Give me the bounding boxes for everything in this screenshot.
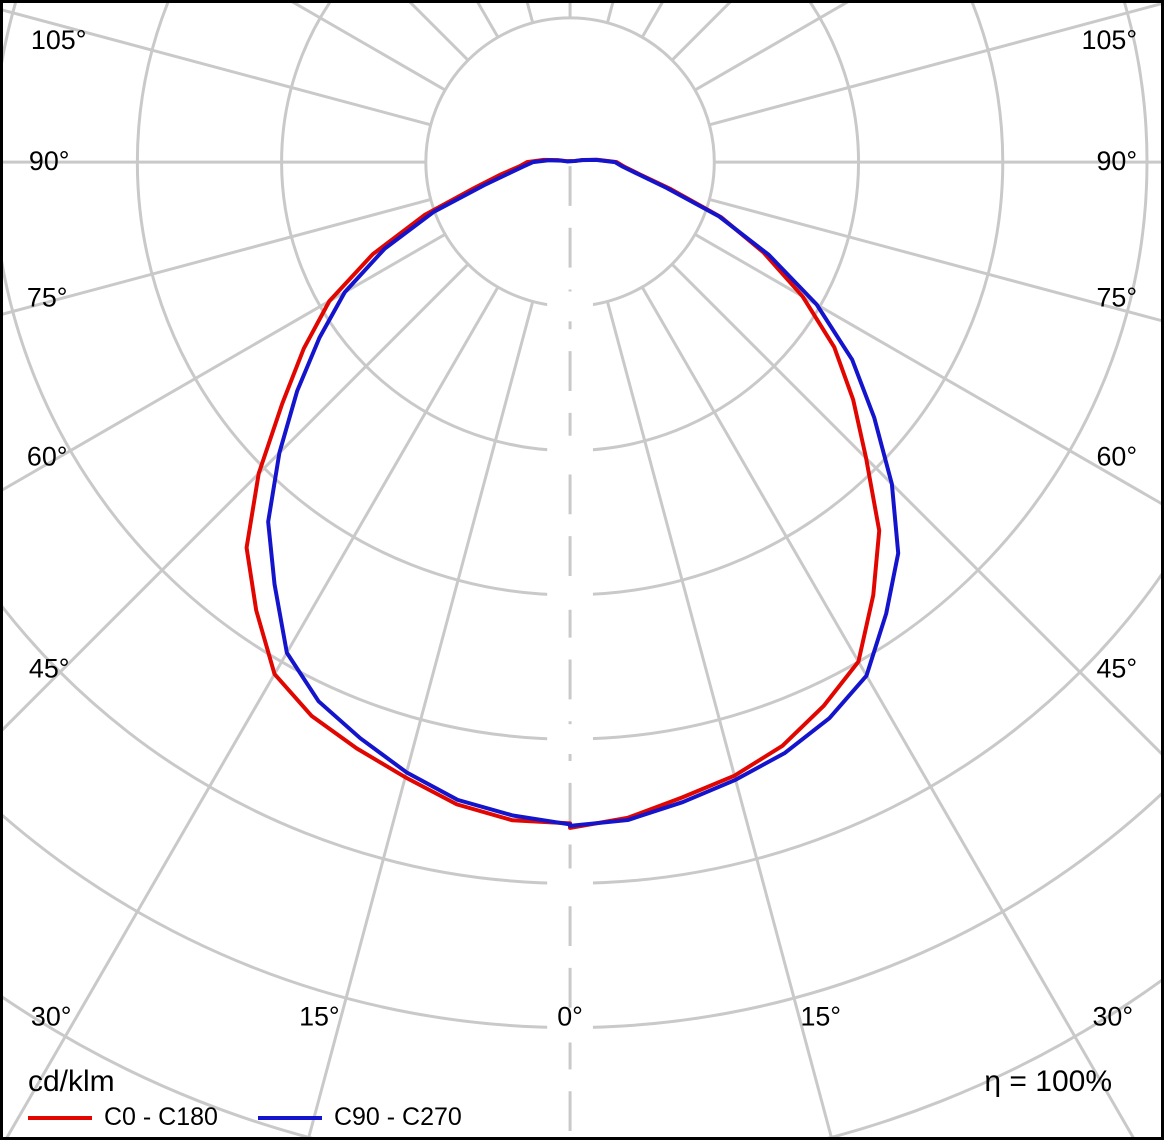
grid-radial-line bbox=[640, 286, 1135, 1137]
legend: C0 - C180 C90 - C270 bbox=[28, 1103, 476, 1137]
legend-item-c90-c270: C90 - C270 bbox=[257, 1103, 476, 1137]
axis-angle-label: 75° bbox=[1096, 282, 1137, 312]
axis-angle-label: 45° bbox=[29, 653, 70, 683]
polar-chart: 105° 90° 75° 60° 45° 30° 15° 0° 15° 30° 45° 60° 75° 9… bbox=[3, 3, 1161, 1137]
axis-angle-label: 30° bbox=[1092, 1002, 1133, 1032]
grid-ring bbox=[3, 3, 1149, 741]
grid-radial-line bbox=[3, 198, 432, 316]
legend-label-c90-c270: C90 - C270 bbox=[333, 1103, 462, 1131]
ring-label-gap bbox=[547, 724, 593, 755]
axis-angle-label: 90° bbox=[29, 146, 70, 176]
axis-angle-label: 30° bbox=[31, 1002, 72, 1032]
legend-swatch-blue-line bbox=[257, 1115, 322, 1120]
grid-radial-line bbox=[605, 301, 833, 1137]
grid-radial-line bbox=[670, 263, 1161, 756]
axis-angle-label: 60° bbox=[27, 442, 68, 472]
axis-angle-label: 105° bbox=[1082, 25, 1138, 55]
axis-angle-label: 15° bbox=[299, 1002, 340, 1032]
curve-c90-c270 bbox=[266, 157, 901, 828]
axis-angle-label: 45° bbox=[1096, 653, 1137, 683]
units-label: cd/klm bbox=[28, 1065, 115, 1098]
grid-radial-line bbox=[5, 286, 500, 1137]
axis-angle-label: 15° bbox=[800, 1002, 841, 1032]
grid-radial-line bbox=[3, 8, 432, 127]
ring-label-gap bbox=[547, 1012, 593, 1043]
legend-item-c0-c180: C0 - C180 bbox=[28, 1103, 232, 1137]
ring-label-gap bbox=[547, 868, 593, 899]
grid-radial-line bbox=[694, 232, 1161, 506]
axis-angle-label: 90° bbox=[1096, 146, 1137, 176]
grid-ring bbox=[3, 978, 1161, 1137]
grid-radial-line bbox=[708, 3, 1161, 127]
ring-label-gap bbox=[547, 291, 593, 322]
efficiency-label: η = 100% bbox=[984, 1065, 1112, 1098]
grid-radial-line bbox=[3, 263, 470, 732]
legend-swatch-red-line bbox=[28, 1115, 92, 1120]
grid-radial-line bbox=[3, 232, 446, 492]
legend-label-c0-c180: C0 - C180 bbox=[104, 1103, 218, 1131]
ring-label-gap bbox=[547, 435, 593, 466]
grid-radial-line bbox=[307, 301, 535, 1137]
axis-angle-label: 75° bbox=[27, 282, 68, 312]
axis-angle-label: 105° bbox=[31, 25, 87, 55]
axis-angle-label: 0° bbox=[557, 1002, 583, 1032]
ring-label-gap bbox=[547, 579, 593, 610]
axis-angle-label: 60° bbox=[1096, 442, 1137, 472]
grid-radial-line bbox=[708, 198, 1161, 323]
